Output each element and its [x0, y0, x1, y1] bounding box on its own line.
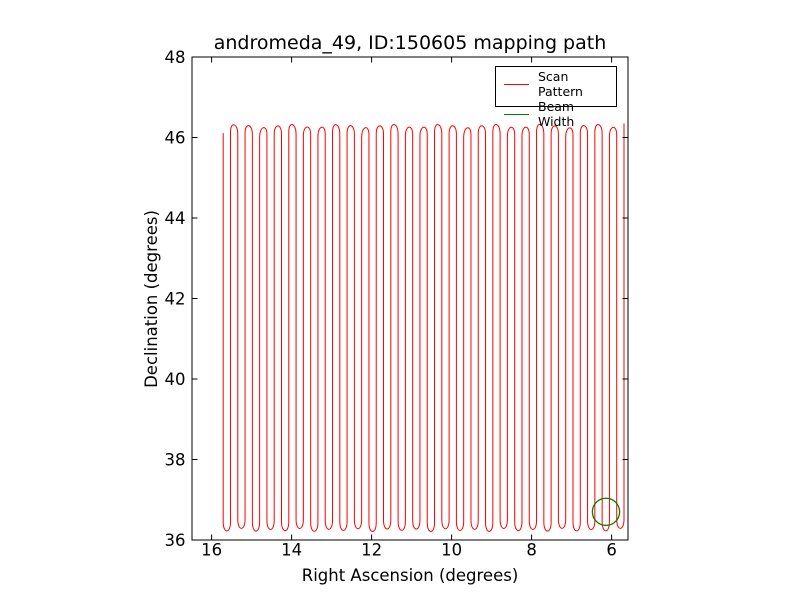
scan-pattern-path — [222, 123, 625, 533]
chart-title: andromeda_49, ID:150605 mapping path — [213, 32, 607, 54]
y-tick-label: 40 — [165, 370, 186, 389]
y-tick-label: 48 — [165, 48, 186, 67]
y-tick-label: 46 — [165, 128, 186, 147]
y-tick-label: 36 — [165, 531, 186, 550]
y-axis-label: Declination (degrees) — [142, 210, 161, 388]
plot-frame — [191, 56, 629, 541]
x-tick-label: 6 — [606, 541, 617, 560]
y-tick-label: 38 — [165, 450, 186, 469]
x-tick-label: 10 — [441, 541, 462, 560]
x-tick-label: 16 — [201, 541, 222, 560]
beam-width-line-swatch — [504, 113, 529, 115]
legend-item-beam-width: Beam Width — [504, 99, 609, 129]
legend-label-scan-pattern: Scan Pattern — [538, 69, 583, 99]
x-axis-label: Right Ascension (degrees) — [301, 566, 519, 585]
x-tick-label: 8 — [526, 541, 537, 560]
x-tick-label: 12 — [361, 541, 382, 560]
beam-width-circle — [591, 497, 621, 527]
x-tick-label: 14 — [281, 541, 302, 560]
scan-pattern-line-swatch — [504, 83, 529, 85]
y-tick-label: 42 — [165, 289, 186, 308]
legend-label-beam-width: Beam Width — [538, 99, 575, 129]
y-tick-label: 44 — [165, 209, 186, 228]
legend-item-scan-pattern: Scan Pattern — [504, 69, 609, 99]
legend: Scan Pattern Beam Width — [495, 66, 617, 129]
